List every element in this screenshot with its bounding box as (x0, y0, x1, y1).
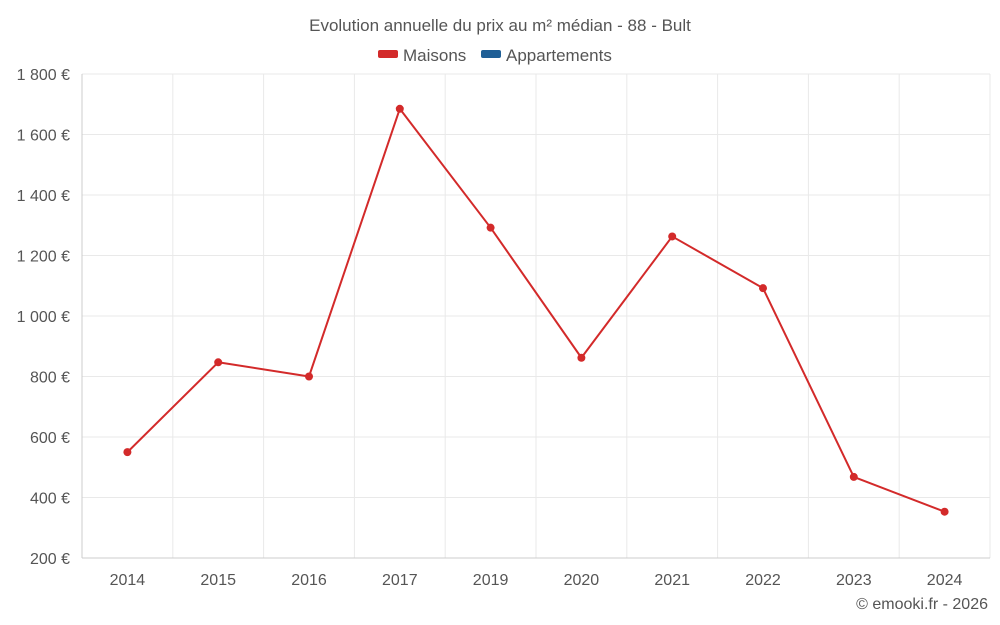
data-point[interactable] (305, 372, 313, 381)
data-point[interactable] (214, 358, 223, 367)
chart-credit: © emooki.fr - 2026 (856, 596, 988, 613)
data-point[interactable] (577, 353, 586, 362)
data-point[interactable] (940, 507, 949, 516)
legend-label-appartements[interactable]: Appartements (506, 46, 612, 65)
x-tick-label: 2014 (110, 572, 146, 589)
data-point[interactable] (395, 104, 404, 113)
x-tick-label: 2015 (200, 572, 236, 589)
y-tick-label: 1 000 € (17, 309, 70, 326)
data-point[interactable] (759, 284, 767, 293)
legend-swatch-appartements[interactable] (481, 50, 501, 58)
x-tick-label: 2017 (382, 572, 418, 589)
data-point[interactable] (486, 223, 495, 232)
x-tick-label: 2016 (291, 572, 327, 589)
x-tick-label: 2024 (927, 572, 963, 589)
chart-title: Evolution annuelle du prix au m² médian … (309, 16, 691, 35)
data-point[interactable] (849, 472, 858, 481)
y-axis-labels: 200 € 400 € 600 € 800 € 1 000 € 1 200 € 1 400 … (17, 67, 70, 568)
y-tick-label: 800 € (30, 370, 70, 387)
y-tick-label: 600 € (30, 430, 70, 447)
x-tick-label: 2019 (473, 572, 509, 589)
legend-label-maisons[interactable]: Maisons (403, 46, 466, 65)
y-tick-label: 1 400 € (17, 188, 70, 205)
y-tick-label: 1 800 € (17, 67, 70, 84)
legend-swatch-maisons[interactable] (378, 50, 398, 58)
x-axis-labels: 2014 2015 2016 2017 2019 2020 2021 2022 2023 2024 (110, 572, 963, 589)
x-gridlines (81, 74, 991, 559)
y-tick-label: 200 € (30, 551, 70, 568)
data-point[interactable] (123, 448, 132, 457)
series-line-maisons (126, 107, 945, 513)
series-lines (126, 107, 945, 513)
x-tick-label: 2020 (564, 572, 600, 589)
data-point[interactable] (668, 232, 677, 241)
y-tick-label: 1 200 € (17, 249, 70, 266)
y-tick-label: 400 € (30, 491, 70, 508)
x-tick-label: 2021 (654, 572, 690, 589)
y-tick-label: 1 600 € (17, 128, 70, 145)
series-points[interactable] (123, 104, 949, 516)
x-tick-label: 2023 (836, 572, 872, 589)
legend: Maisons Appartements (378, 46, 612, 65)
x-tick-label: 2022 (745, 572, 781, 589)
